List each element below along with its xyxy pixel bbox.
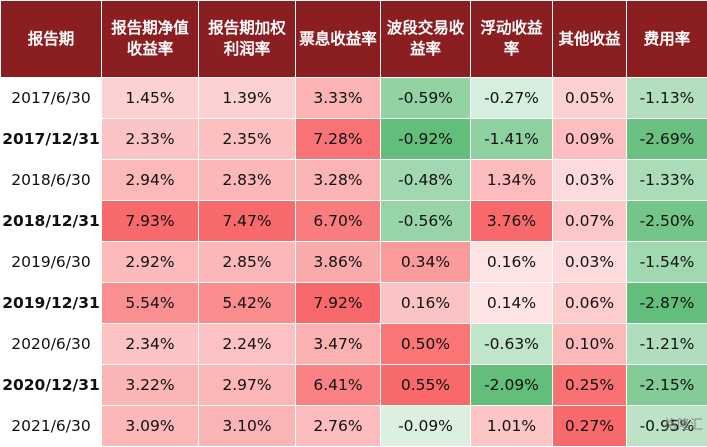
column-header-7: 费用率 — [627, 1, 707, 78]
value-cell: 1.34% — [471, 160, 553, 201]
value-cell: 0.27% — [553, 406, 627, 447]
value-cell: -0.48% — [381, 160, 471, 201]
value-cell: 3.28% — [296, 160, 381, 201]
value-cell: 0.34% — [381, 242, 471, 283]
value-cell: 1.45% — [102, 78, 199, 119]
period-cell: 2018/6/30 — [1, 160, 102, 201]
value-cell: 3.10% — [199, 406, 296, 447]
watermark-text: 格隆汇 — [664, 414, 703, 433]
column-header-0: 报告期 — [1, 1, 102, 78]
value-cell: 7.28% — [296, 119, 381, 160]
value-cell: 0.16% — [471, 242, 553, 283]
value-cell: 2.24% — [199, 324, 296, 365]
value-cell: 0.07% — [553, 201, 627, 242]
value-cell: 1.01% — [471, 406, 553, 447]
period-cell: 2019/12/31 — [1, 283, 102, 324]
value-cell: 2.94% — [102, 160, 199, 201]
column-header-4: 波段交易收益率 — [381, 1, 471, 78]
value-cell: 2.76% — [296, 406, 381, 447]
value-cell: -0.59% — [381, 78, 471, 119]
value-cell: 3.76% — [471, 201, 553, 242]
value-cell: 0.05% — [553, 78, 627, 119]
value-cell: 2.83% — [199, 160, 296, 201]
value-cell: 0.03% — [553, 160, 627, 201]
value-cell: -0.63% — [471, 324, 553, 365]
value-cell: 0.09% — [553, 119, 627, 160]
value-cell: -1.13% — [627, 78, 707, 119]
value-cell: 5.42% — [199, 283, 296, 324]
value-cell: 0.50% — [381, 324, 471, 365]
value-cell: 3.09% — [102, 406, 199, 447]
value-cell: 0.10% — [553, 324, 627, 365]
value-cell: -1.21% — [627, 324, 707, 365]
period-cell: 2017/12/31 — [1, 119, 102, 160]
period-cell: 2017/6/30 — [1, 78, 102, 119]
column-header-3: 票息收益率 — [296, 1, 381, 78]
value-cell: -0.92% — [381, 119, 471, 160]
value-cell: 0.55% — [381, 365, 471, 406]
value-cell: 0.25% — [553, 365, 627, 406]
value-cell: 0.03% — [553, 242, 627, 283]
value-cell: 2.35% — [199, 119, 296, 160]
value-cell: 2.97% — [199, 365, 296, 406]
header-row: 报告期报告期净值收益率报告期加权利润率票息收益率波段交易收益率浮动收益率其他收益… — [1, 1, 707, 78]
value-cell: -2.87% — [627, 283, 707, 324]
value-cell: 6.41% — [296, 365, 381, 406]
column-header-2: 报告期加权利润率 — [199, 1, 296, 78]
value-cell: 3.86% — [296, 242, 381, 283]
value-cell: -2.50% — [627, 201, 707, 242]
value-cell: 7.92% — [296, 283, 381, 324]
value-cell: 2.92% — [102, 242, 199, 283]
value-cell: 1.39% — [199, 78, 296, 119]
value-cell: 6.70% — [296, 201, 381, 242]
column-header-5: 浮动收益率 — [471, 1, 553, 78]
value-cell: 2.33% — [102, 119, 199, 160]
value-cell: 2.85% — [199, 242, 296, 283]
value-cell: 3.47% — [296, 324, 381, 365]
value-cell: 0.16% — [381, 283, 471, 324]
column-header-1: 报告期净值收益率 — [102, 1, 199, 78]
period-cell: 2019/6/30 — [1, 242, 102, 283]
value-cell: 0.06% — [553, 283, 627, 324]
period-cell: 2021/6/30 — [1, 406, 102, 447]
value-cell: -1.41% — [471, 119, 553, 160]
value-cell: -1.33% — [627, 160, 707, 201]
value-cell: -2.15% — [627, 365, 707, 406]
value-cell: 2.34% — [102, 324, 199, 365]
value-cell: -0.27% — [471, 78, 553, 119]
value-cell: 3.33% — [296, 78, 381, 119]
value-cell: 5.54% — [102, 283, 199, 324]
period-cell: 2020/6/30 — [1, 324, 102, 365]
period-cell: 2018/12/31 — [1, 201, 102, 242]
value-cell: 0.14% — [471, 283, 553, 324]
value-cell: -2.09% — [471, 365, 553, 406]
value-cell: -1.54% — [627, 242, 707, 283]
value-cell: -2.69% — [627, 119, 707, 160]
period-cell: 2020/12/31 — [1, 365, 102, 406]
value-cell: 7.47% — [199, 201, 296, 242]
value-cell: -0.09% — [381, 406, 471, 447]
value-cell: -0.56% — [381, 201, 471, 242]
value-cell: 3.22% — [102, 365, 199, 406]
value-cell: 7.93% — [102, 201, 199, 242]
column-header-6: 其他收益 — [553, 1, 627, 78]
